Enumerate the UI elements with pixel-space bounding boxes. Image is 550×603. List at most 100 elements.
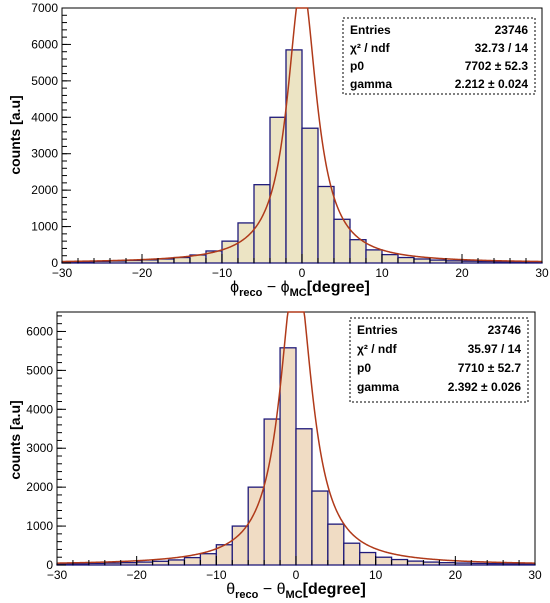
histogram-bar bbox=[72, 563, 90, 566]
y-tick-label: 6000 bbox=[31, 37, 58, 51]
histogram-bar bbox=[502, 563, 520, 566]
stat-label: χ² / ndf bbox=[357, 342, 398, 356]
stat-label: χ² / ndf bbox=[350, 41, 391, 55]
x-tick-label: 0 bbox=[293, 568, 300, 582]
x-tick-label: −30 bbox=[52, 266, 73, 280]
x-tick-label: −20 bbox=[126, 568, 147, 582]
x-tick-label: −10 bbox=[206, 568, 227, 582]
histogram-bar bbox=[343, 542, 361, 566]
x-tick-label: −30 bbox=[47, 568, 68, 582]
y-axis-ticks: 0 1000 2000 3000 4000 5000 6000 7000 bbox=[31, 1, 71, 270]
stat-value: 23746 bbox=[488, 323, 522, 337]
histogram-bar bbox=[390, 558, 409, 566]
histogram-bar bbox=[311, 490, 329, 566]
x-tick-label: 10 bbox=[375, 266, 389, 280]
histogram-bar bbox=[247, 486, 265, 566]
histogram-bar bbox=[445, 260, 463, 264]
histogram-bar bbox=[359, 551, 377, 566]
histogram-bar bbox=[422, 561, 441, 566]
stats-box-frame bbox=[342, 17, 536, 95]
x-axis-ticks: −30 −20 −10 0 10 20 30 bbox=[47, 556, 542, 582]
x-axis-label: ϕreco − ϕMC[degree] bbox=[230, 279, 370, 299]
y-tick-label: 0 bbox=[51, 256, 58, 270]
histogram-bar bbox=[167, 559, 186, 566]
stat-value: 7702 ± 52.3 bbox=[465, 59, 529, 73]
histogram-bar bbox=[141, 259, 159, 264]
y-axis-label: counts [a.u] bbox=[7, 400, 23, 479]
y-tick-label: 4000 bbox=[26, 402, 53, 416]
y-tick-label: 1000 bbox=[31, 220, 58, 234]
histogram-bar bbox=[173, 256, 191, 264]
histogram-bar bbox=[237, 222, 255, 264]
histogram-bar bbox=[301, 127, 319, 264]
stat-label: Entries bbox=[357, 323, 398, 337]
stat-label: Entries bbox=[350, 23, 391, 37]
histogram-bar bbox=[157, 258, 175, 264]
y-tick-label: 0 bbox=[46, 558, 53, 572]
histogram-bar bbox=[349, 239, 367, 264]
y-tick-label: 3000 bbox=[31, 147, 58, 161]
histogram-bar bbox=[375, 556, 393, 566]
histogram-bar bbox=[253, 184, 271, 264]
stat-label: p0 bbox=[357, 361, 371, 375]
x-axis-label: θreco − θMC[degree] bbox=[226, 581, 366, 601]
histogram-bar bbox=[486, 562, 504, 566]
histogram-bar bbox=[413, 258, 431, 264]
histogram-bar bbox=[151, 560, 170, 566]
histogram-bar bbox=[88, 562, 106, 566]
y-tick-label: 6000 bbox=[26, 324, 53, 338]
stat-value: 2.392 ± 0.026 bbox=[448, 380, 522, 394]
x-axis-ticks: −30 −20 −10 0 10 20 30 bbox=[52, 254, 549, 280]
x-tick-label: −10 bbox=[212, 266, 233, 280]
stat-label: gamma bbox=[350, 77, 392, 91]
y-tick-label: 5000 bbox=[31, 74, 58, 88]
y-axis-ticks: 0 1000 2000 3000 4000 5000 6000 bbox=[26, 315, 66, 572]
histogram-bar bbox=[381, 253, 399, 264]
x-tick-label: 10 bbox=[369, 568, 383, 582]
histogram-bar bbox=[327, 523, 345, 566]
stats-box: Entries 23746 χ² / ndf 32.73 / 14 p0 770… bbox=[342, 17, 536, 95]
histogram-bar bbox=[470, 562, 488, 566]
histogram-bar bbox=[136, 561, 154, 566]
stat-value: 35.97 / 14 bbox=[468, 342, 522, 356]
histogram-bar bbox=[509, 261, 527, 264]
y-tick-label: 7000 bbox=[31, 1, 58, 15]
histogram-bar bbox=[120, 562, 138, 566]
stat-label: gamma bbox=[357, 380, 399, 394]
histogram-bar bbox=[263, 418, 281, 566]
histogram-bar bbox=[365, 249, 383, 264]
histogram-bar bbox=[183, 556, 202, 566]
y-axis-label: counts [a.u] bbox=[7, 95, 23, 174]
stat-value: 23746 bbox=[495, 23, 529, 37]
histogram-bar bbox=[406, 560, 425, 566]
histogram-bar bbox=[518, 563, 536, 566]
y-tick-label: 1000 bbox=[26, 519, 53, 533]
histogram-bar bbox=[525, 261, 543, 264]
histogram-bar bbox=[493, 261, 511, 264]
theta-resolution-panel: 0 1000 2000 3000 4000 5000 6000 −30 −20 −10 0 10 20… bbox=[7, 311, 542, 601]
histogram-bar bbox=[295, 428, 313, 566]
y-tick-label: 4000 bbox=[31, 110, 58, 124]
histogram-bar bbox=[104, 562, 122, 566]
x-tick-label: 0 bbox=[299, 266, 306, 280]
x-tick-label: 30 bbox=[528, 568, 542, 582]
x-tick-label: −20 bbox=[132, 266, 153, 280]
phi-resolution-panel: 0 1000 2000 3000 4000 5000 6000 7000 −30 −20 −10 0… bbox=[7, 1, 549, 299]
histogram-bar bbox=[461, 260, 479, 264]
histogram-bar bbox=[231, 525, 249, 566]
stats-box-frame bbox=[349, 317, 529, 403]
y-tick-label: 5000 bbox=[26, 363, 53, 377]
histogram-bar bbox=[397, 256, 415, 264]
y-tick-label: 2000 bbox=[31, 183, 58, 197]
histogram-bar bbox=[477, 260, 495, 264]
histogram-bar bbox=[454, 562, 472, 566]
stats-box: Entries 23746 χ² / ndf 35.97 / 14 p0 771… bbox=[349, 317, 529, 403]
histogram-bar bbox=[429, 259, 447, 264]
stat-value: 7710 ± 52.7 bbox=[458, 361, 522, 375]
y-tick-label: 2000 bbox=[26, 480, 53, 494]
stat-value: 2.212 ± 0.024 bbox=[455, 77, 529, 91]
x-tick-label: 20 bbox=[455, 266, 469, 280]
histogram-bar bbox=[199, 553, 217, 566]
histogram-bar bbox=[279, 347, 297, 566]
